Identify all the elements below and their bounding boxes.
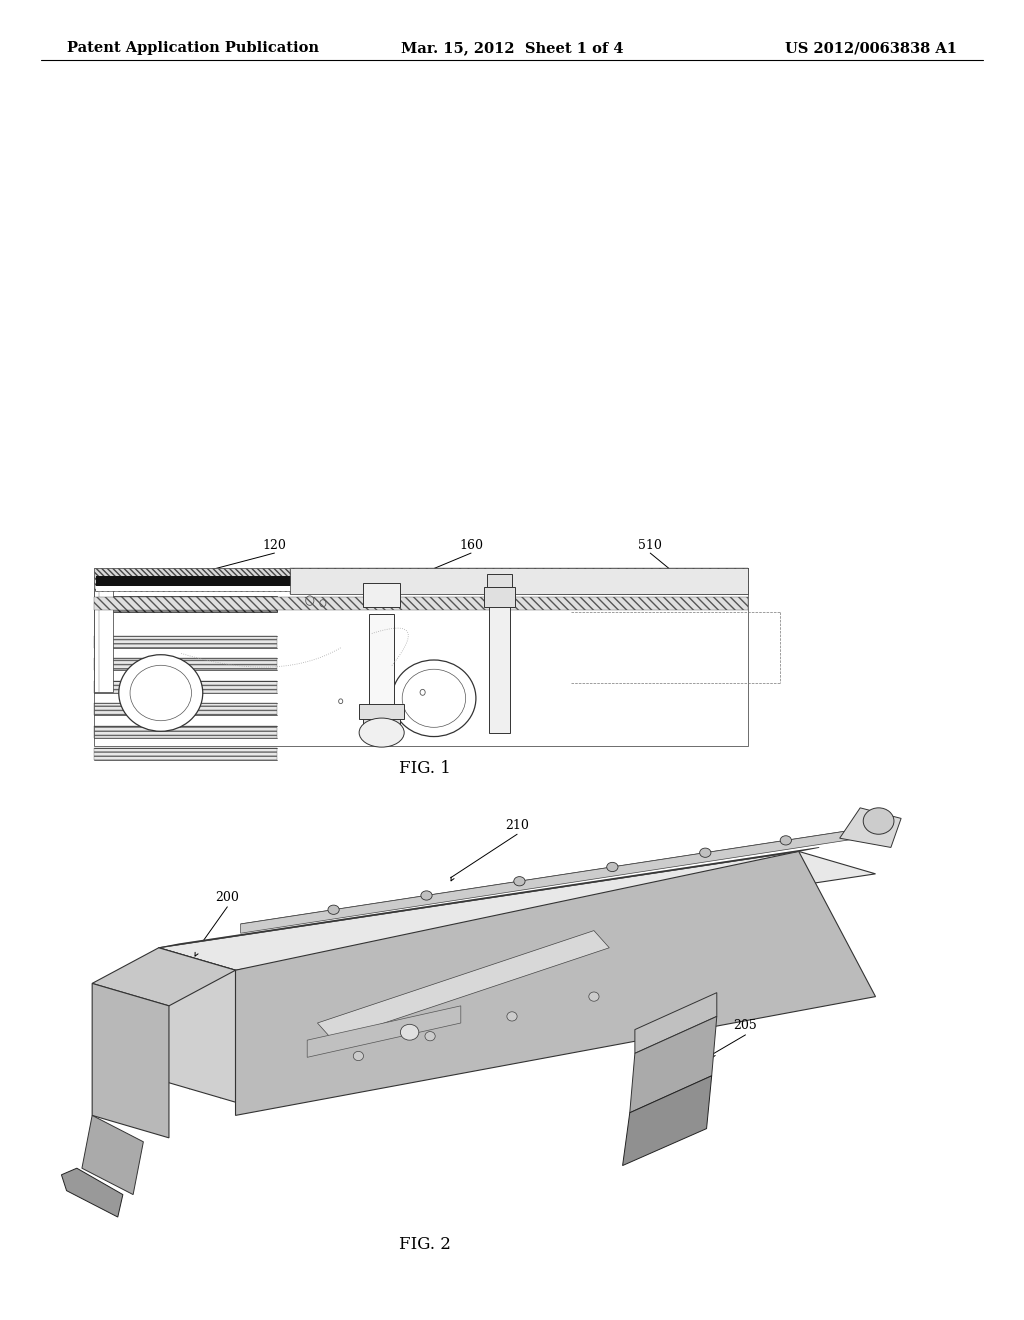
Ellipse shape xyxy=(425,1032,435,1040)
Polygon shape xyxy=(241,829,860,933)
Ellipse shape xyxy=(699,849,711,858)
Ellipse shape xyxy=(507,1011,517,1022)
Text: US 2012/0063838 A1: US 2012/0063838 A1 xyxy=(785,41,957,55)
Bar xyxy=(96,586,292,591)
Polygon shape xyxy=(159,948,236,1102)
Polygon shape xyxy=(635,993,717,1053)
Polygon shape xyxy=(840,808,901,847)
Polygon shape xyxy=(236,851,876,1115)
Bar xyxy=(370,615,394,739)
Bar xyxy=(539,568,748,594)
Bar xyxy=(290,568,748,594)
Bar xyxy=(94,568,748,591)
Polygon shape xyxy=(159,851,876,970)
Text: 160: 160 xyxy=(459,539,483,552)
Ellipse shape xyxy=(119,655,203,731)
Bar xyxy=(364,583,400,607)
Bar xyxy=(94,681,278,693)
Polygon shape xyxy=(241,829,876,927)
Ellipse shape xyxy=(589,993,599,1001)
Bar xyxy=(94,704,278,715)
Bar xyxy=(94,597,748,610)
Bar xyxy=(364,710,400,739)
Polygon shape xyxy=(307,1006,461,1057)
Polygon shape xyxy=(630,1016,717,1113)
Ellipse shape xyxy=(421,891,432,900)
Bar xyxy=(94,636,278,648)
Bar xyxy=(94,659,278,671)
Ellipse shape xyxy=(514,876,525,886)
Bar xyxy=(290,568,748,594)
Polygon shape xyxy=(623,1076,712,1166)
Bar xyxy=(94,748,278,760)
Text: 200: 200 xyxy=(215,891,240,904)
Bar xyxy=(484,587,515,607)
Text: FIG. 2: FIG. 2 xyxy=(399,1237,451,1253)
Ellipse shape xyxy=(353,1051,364,1061)
Text: 210: 210 xyxy=(505,818,529,832)
Ellipse shape xyxy=(392,660,476,737)
Text: FIG. 1: FIG. 1 xyxy=(399,760,451,777)
Polygon shape xyxy=(61,1168,123,1217)
Text: 120: 120 xyxy=(262,539,287,552)
Ellipse shape xyxy=(606,862,617,871)
Polygon shape xyxy=(92,948,236,1006)
Polygon shape xyxy=(317,931,609,1040)
Polygon shape xyxy=(92,983,169,1138)
Bar xyxy=(487,574,512,587)
Bar xyxy=(94,726,278,738)
Bar xyxy=(96,576,292,586)
Bar xyxy=(489,605,510,733)
Polygon shape xyxy=(159,847,819,948)
Bar xyxy=(94,568,748,746)
Bar xyxy=(359,704,404,719)
Text: 510: 510 xyxy=(638,539,663,552)
Ellipse shape xyxy=(863,808,894,834)
Ellipse shape xyxy=(328,906,339,915)
Text: 205: 205 xyxy=(733,1019,758,1032)
Ellipse shape xyxy=(780,836,792,845)
Bar xyxy=(94,597,278,612)
Text: Mar. 15, 2012  Sheet 1 of 4: Mar. 15, 2012 Sheet 1 of 4 xyxy=(400,41,624,55)
Bar xyxy=(94,577,113,692)
Text: Patent Application Publication: Patent Application Publication xyxy=(67,41,318,55)
Polygon shape xyxy=(82,1115,143,1195)
Ellipse shape xyxy=(359,718,404,747)
Ellipse shape xyxy=(400,1024,419,1040)
